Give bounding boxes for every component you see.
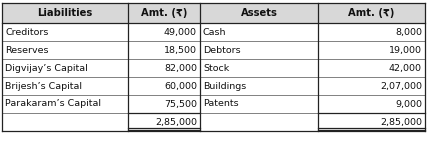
Bar — [2, 113, 425, 131]
Text: 75,500: 75,500 — [164, 99, 197, 109]
Text: 42,000: 42,000 — [389, 63, 422, 73]
Text: 19,000: 19,000 — [389, 45, 422, 55]
Text: 9,000: 9,000 — [395, 99, 422, 109]
Text: Liabilities: Liabilities — [37, 8, 92, 18]
Text: Buildings: Buildings — [203, 81, 246, 91]
Bar — [2, 41, 425, 59]
Text: Amt. (₹): Amt. (₹) — [141, 8, 187, 18]
Bar — [2, 95, 425, 113]
Text: 8,000: 8,000 — [395, 28, 422, 36]
Text: Amt. (₹): Amt. (₹) — [348, 8, 395, 18]
Text: Patents: Patents — [203, 99, 239, 109]
Bar — [2, 59, 425, 77]
Bar — [2, 23, 425, 41]
Text: 2,85,000: 2,85,000 — [155, 118, 197, 126]
Text: Assets: Assets — [241, 8, 277, 18]
Text: Creditors: Creditors — [5, 28, 48, 36]
Text: Digvijay’s Capital: Digvijay’s Capital — [5, 63, 88, 73]
Text: Debtors: Debtors — [203, 45, 241, 55]
Bar — [2, 77, 425, 95]
Text: Brijesh’s Capital: Brijesh’s Capital — [5, 81, 82, 91]
Text: 82,000: 82,000 — [164, 63, 197, 73]
Text: 18,500: 18,500 — [164, 45, 197, 55]
Text: Stock: Stock — [203, 63, 229, 73]
Text: 60,000: 60,000 — [164, 81, 197, 91]
Text: Parakaram’s Capital: Parakaram’s Capital — [5, 99, 101, 109]
Text: Cash: Cash — [203, 28, 226, 36]
Text: 2,07,000: 2,07,000 — [380, 81, 422, 91]
Text: 49,000: 49,000 — [164, 28, 197, 36]
Bar — [2, 3, 425, 23]
Text: Reserves: Reserves — [5, 45, 48, 55]
Text: 2,85,000: 2,85,000 — [380, 118, 422, 126]
